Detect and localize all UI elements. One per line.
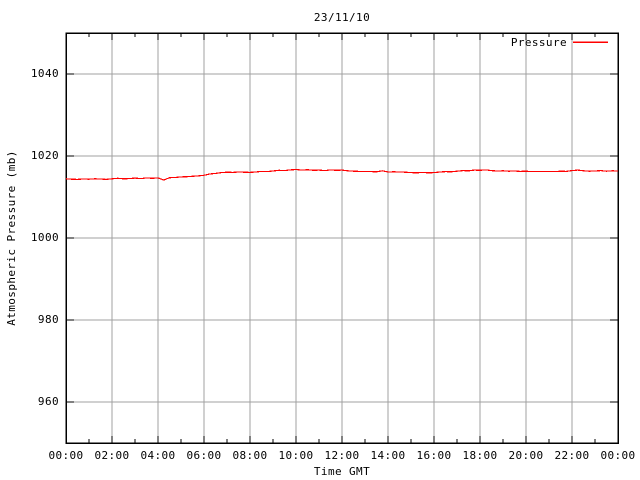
x-tick-label: 08:00 xyxy=(232,449,268,462)
x-tick-label: 00:00 xyxy=(600,449,636,462)
legend-label: Pressure xyxy=(510,36,567,49)
x-tick-label: 12:00 xyxy=(324,449,360,462)
x-axis-label: Time GMT xyxy=(313,465,371,478)
x-tick-label: 14:00 xyxy=(370,449,406,462)
x-tick-label: 18:00 xyxy=(462,449,498,462)
y-tick-label: 960 xyxy=(37,395,59,408)
x-tick-label: 04:00 xyxy=(140,449,176,462)
x-tick-label: 00:00 xyxy=(48,449,84,462)
chart-title: 23/11/10 xyxy=(313,11,371,24)
y-tick-label: 1000 xyxy=(30,231,59,244)
x-tick-label: 16:00 xyxy=(416,449,452,462)
x-tick-label: 20:00 xyxy=(508,449,544,462)
y-tick-label: 980 xyxy=(37,313,59,326)
x-tick-label: 10:00 xyxy=(278,449,314,462)
x-tick-label: 22:00 xyxy=(554,449,590,462)
y-tick-label: 1020 xyxy=(30,149,59,162)
y-tick-label: 1040 xyxy=(30,67,59,80)
x-tick-label: 06:00 xyxy=(186,449,222,462)
x-tick-label: 02:00 xyxy=(94,449,130,462)
pressure-line xyxy=(65,168,619,181)
